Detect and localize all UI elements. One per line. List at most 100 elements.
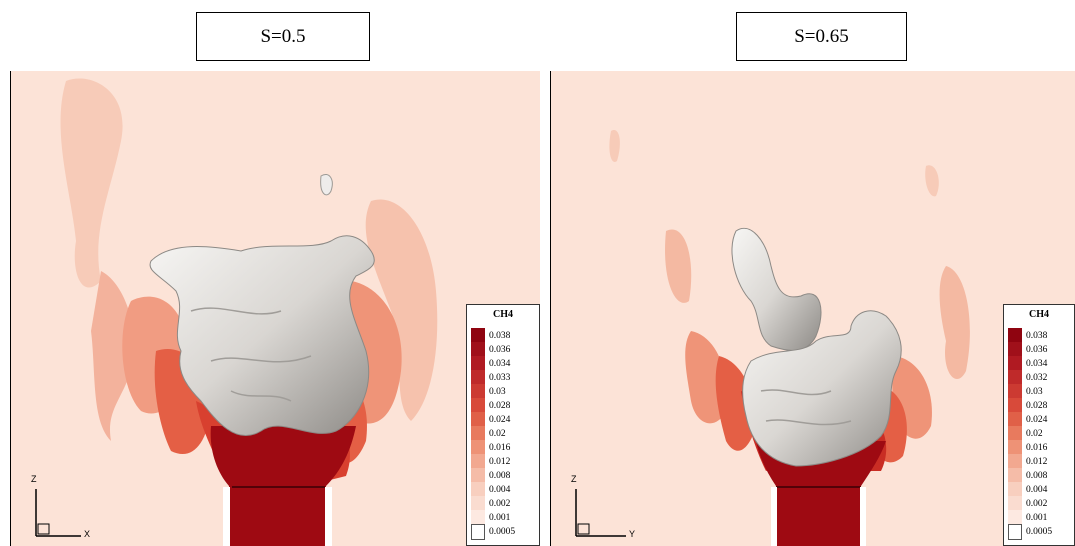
axis-label-vertical: Z (571, 474, 577, 484)
legend-swatch-12 (471, 496, 485, 511)
legend-label: 0.03 (1026, 387, 1043, 397)
nozzle-wall-left (223, 487, 230, 546)
plume-wisp (939, 266, 970, 380)
contour-panel-left: Z X CH4 0.038 0.036 0.034 0.033 0.03 0.0… (11, 71, 540, 546)
axis-label-vertical: Z (31, 474, 37, 484)
legend-label: 0.016 (489, 443, 511, 453)
legend-swatch-11 (1008, 482, 1022, 497)
panel-title-right-text: S=0.65 (794, 25, 849, 47)
panel-title-left-text: S=0.5 (260, 25, 306, 47)
legend-swatch-3 (1008, 370, 1022, 385)
legend-label: 0.024 (489, 415, 511, 425)
legend-label: 0.0005 (489, 527, 516, 537)
plume-wisp (665, 229, 692, 303)
legend-swatch-10 (471, 468, 485, 483)
legend-color-bar (471, 328, 485, 540)
legend-label: 0.016 (1026, 443, 1048, 453)
legend-label: 0.034 (489, 359, 511, 369)
plume-wisp (365, 199, 438, 421)
plume-wisp (609, 130, 620, 162)
legend-swatch-8 (471, 440, 485, 455)
panel-divider-left (10, 71, 11, 546)
nozzle-wall-right (325, 487, 332, 546)
legend-swatch-8 (1008, 440, 1022, 455)
legend-label: 0.038 (1026, 331, 1048, 341)
legend-swatch-9 (1008, 454, 1022, 469)
legend-swatch-12 (1008, 496, 1022, 511)
legend-label: 0.001 (489, 513, 511, 523)
legend-swatch-4 (471, 384, 485, 399)
legend-swatch-2 (1008, 356, 1022, 371)
legend-swatch-7 (471, 426, 485, 441)
isosurface-lower (742, 310, 902, 467)
legend-label: 0.033 (489, 373, 511, 383)
isosurface-fold (760, 389, 852, 426)
axis-triad-left (35, 489, 81, 537)
legend-swatch-14 (471, 524, 485, 540)
plume-wisp (91, 271, 134, 441)
nozzle-wall-left (771, 487, 777, 546)
legend-label: 0.004 (1026, 485, 1048, 495)
legend-label: 0.036 (1026, 345, 1048, 355)
legend-swatch-3 (471, 370, 485, 385)
contour-image-right (551, 71, 1075, 546)
legend-swatch-0 (1008, 328, 1022, 343)
legend-label: 0.028 (1026, 401, 1048, 411)
legend-swatch-11 (471, 482, 485, 497)
panel-divider-right (550, 71, 551, 546)
legend-label: 0.028 (489, 401, 511, 411)
legend-swatch-7 (1008, 426, 1022, 441)
legend-color-bar (1008, 328, 1022, 540)
contour-panel-right: Z Y CH4 0.038 0.036 0.034 0.032 0.03 0.0… (551, 71, 1075, 546)
legend-label: 0.036 (489, 345, 511, 355)
axis-label-horizontal: X (84, 529, 91, 539)
legend-swatch-5 (471, 398, 485, 413)
nozzle-wall-right (860, 487, 866, 546)
legend-swatch-2 (471, 356, 485, 371)
legend-swatch-6 (1008, 412, 1022, 427)
isosurface-fragment (320, 174, 333, 196)
legend-swatch-9 (471, 454, 485, 469)
legend-label: 0.012 (489, 457, 511, 467)
legend-swatch-6 (471, 412, 485, 427)
legend-swatch-0 (471, 328, 485, 343)
legend-swatch-1 (1008, 342, 1022, 357)
legend-title: CH4 (1029, 309, 1049, 320)
legend-label: 0.034 (1026, 359, 1048, 369)
axis-triad-right (575, 489, 626, 537)
legend-swatch-4 (1008, 384, 1022, 399)
legend-swatch-14 (1008, 524, 1022, 540)
legend-swatch-5 (1008, 398, 1022, 413)
color-legend-left: CH4 0.038 0.036 0.034 0.033 0.03 0.028 0… (466, 304, 540, 546)
legend-label: 0.001 (1026, 513, 1048, 523)
legend-label: 0.02 (489, 429, 506, 439)
plume-wisp (60, 78, 123, 288)
legend-label: 0.002 (489, 499, 511, 509)
legend-label: 0.0005 (1026, 527, 1053, 537)
legend-label: 0.002 (1026, 499, 1048, 509)
isosurface (149, 235, 375, 437)
isosurface-fold (190, 307, 312, 402)
legend-swatch-1 (471, 342, 485, 357)
plume-region (685, 331, 727, 424)
legend-swatch-13 (1008, 510, 1022, 525)
legend-label: 0.032 (1026, 373, 1048, 383)
axis-label-horizontal: Y (629, 529, 636, 539)
plume-region (715, 356, 756, 451)
legend-label: 0.008 (489, 471, 511, 481)
legend-label: 0.008 (1026, 471, 1048, 481)
legend-label: 0.02 (1026, 429, 1043, 439)
legend-label: 0.004 (489, 485, 511, 495)
isosurface-upper (731, 228, 822, 351)
panel-title-left: S=0.5 (196, 12, 370, 61)
contour-image-left (11, 71, 540, 546)
jet-core (756, 441, 886, 546)
color-legend-right: CH4 0.038 0.036 0.034 0.032 0.03 0.028 0… (1003, 304, 1075, 546)
legend-label: 0.024 (1026, 415, 1048, 425)
legend-label: 0.03 (489, 387, 506, 397)
jet-core (210, 426, 356, 546)
legend-swatch-10 (1008, 468, 1022, 483)
legend-label: 0.038 (489, 331, 511, 341)
panel-title-right: S=0.65 (736, 12, 907, 61)
legend-label: 0.012 (1026, 457, 1048, 467)
